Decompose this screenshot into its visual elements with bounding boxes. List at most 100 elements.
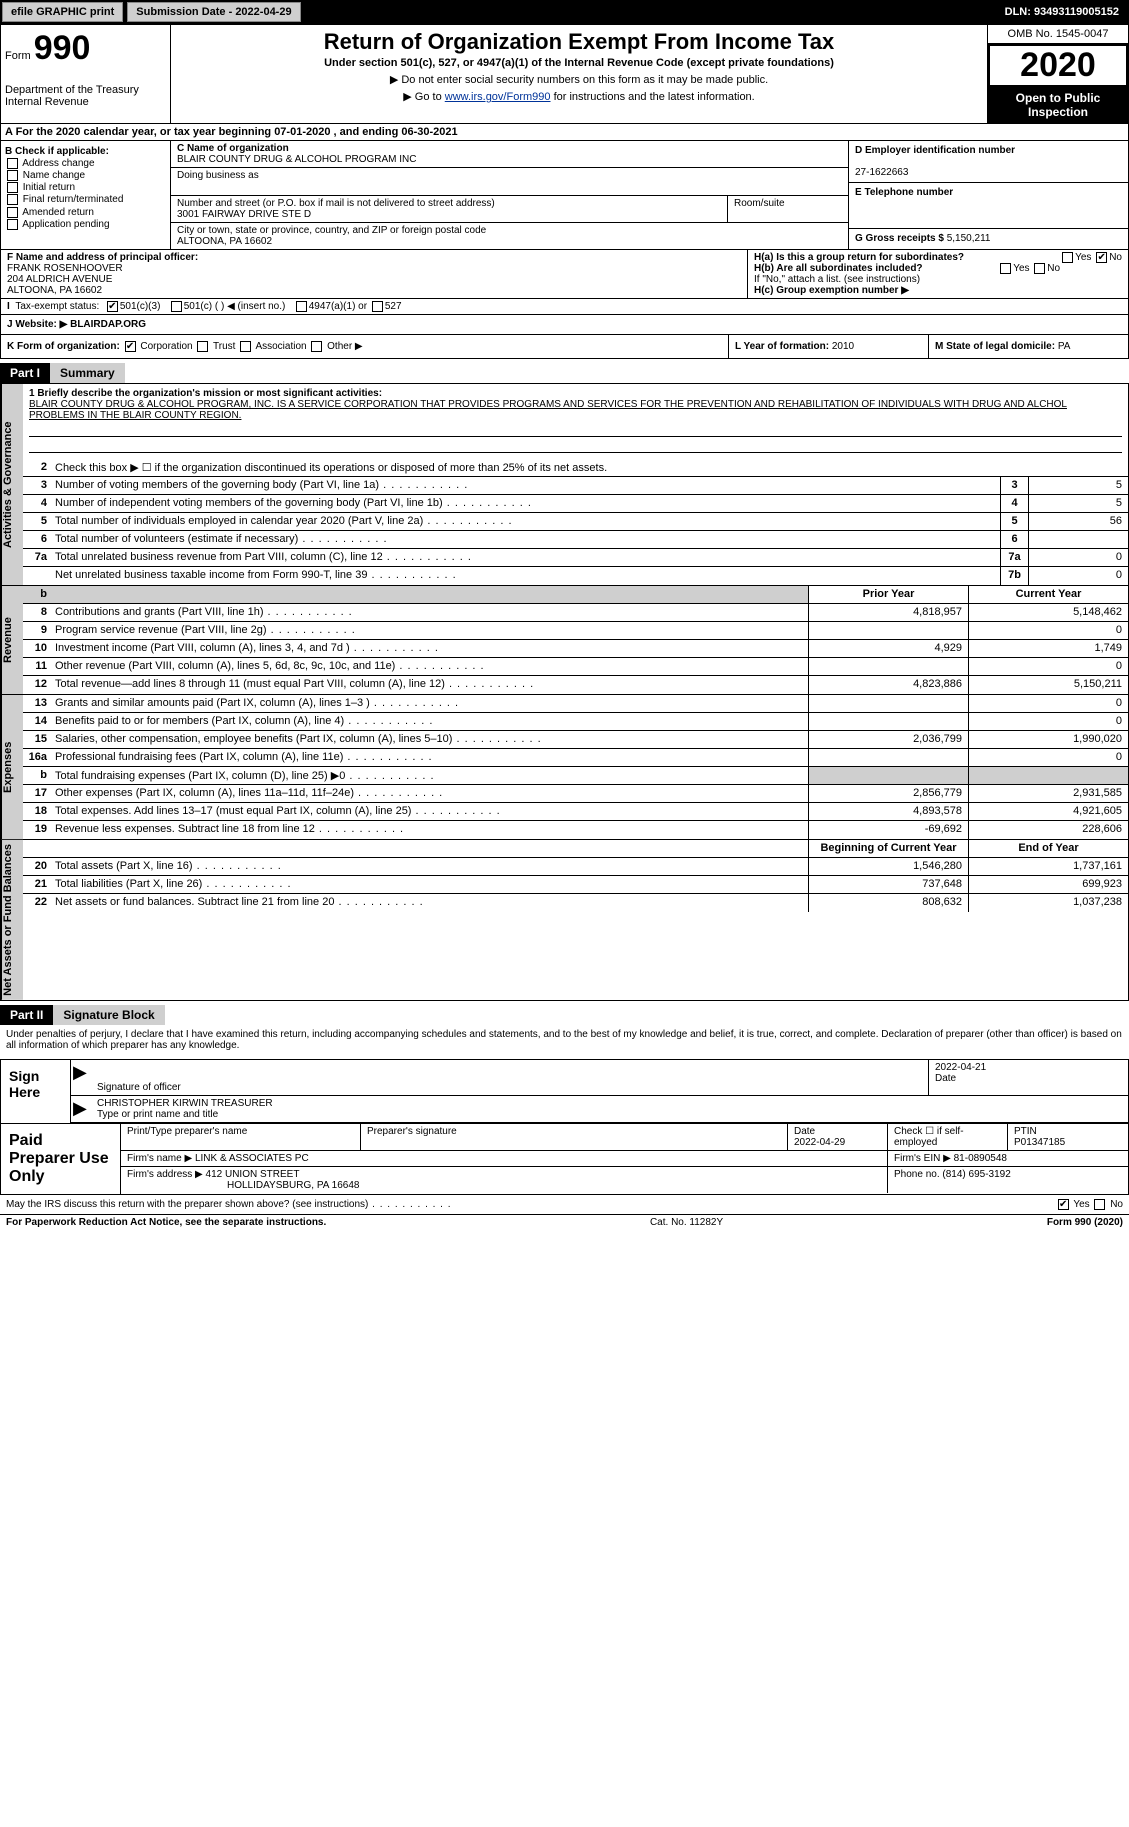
gross-label: G Gross receipts $ xyxy=(855,233,944,244)
cat-no: Cat. No. 11282Y xyxy=(650,1217,723,1228)
firm-ein-cell: Firm's EIN ▶ 81-0890548 xyxy=(888,1151,1128,1166)
sign-here-label: Sign Here xyxy=(1,1060,71,1123)
prep-sig-label: Preparer's signature xyxy=(361,1124,788,1150)
discuss-no[interactable] xyxy=(1094,1199,1105,1210)
l-box: L Year of formation: 2010 xyxy=(728,335,928,358)
header-left: Form 990 Department of the Treasury Inte… xyxy=(1,25,171,123)
m-val: PA xyxy=(1058,341,1071,352)
c-label: C Name of organization xyxy=(177,143,289,154)
hc-label: H(c) Group exemption number ▶ xyxy=(754,285,909,296)
ha-no[interactable] xyxy=(1096,252,1107,263)
mission-box: 1 Briefly describe the organization's mi… xyxy=(23,384,1128,459)
name-box: C Name of organization BLAIR COUNTY DRUG… xyxy=(171,141,848,168)
gov-line-5: 7aTotal unrelated business revenue from … xyxy=(23,549,1128,567)
cb-501c3[interactable] xyxy=(107,301,118,312)
cb-4947[interactable] xyxy=(296,301,307,312)
discuss-row: May the IRS discuss this return with the… xyxy=(0,1195,1129,1214)
officer-name: FRANK ROSENHOOVER xyxy=(7,263,123,274)
cb-other[interactable] xyxy=(311,341,322,352)
net-lines-1: 21Total liabilities (Part X, line 26)737… xyxy=(23,876,1128,894)
cb-501c[interactable] xyxy=(171,301,182,312)
ha-label: H(a) Is this a group return for subordin… xyxy=(754,252,964,263)
dept-treasury: Department of the Treasury xyxy=(5,84,166,96)
rev-lines-0: 8Contributions and grants (Part VIII, li… xyxy=(23,604,1128,622)
m-label: M State of legal domicile: xyxy=(935,341,1055,352)
cb-final[interactable]: Final return/terminated xyxy=(5,194,166,205)
rev-lines-4: 12Total revenue—add lines 8 through 11 (… xyxy=(23,676,1128,694)
instr-ssn: ▶ Do not enter social security numbers o… xyxy=(175,73,983,86)
net-block: Net Assets or Fund Balances Beginning of… xyxy=(0,840,1129,1001)
form-footer: Form 990 (2020) xyxy=(1047,1217,1123,1228)
cb-initial[interactable]: Initial return xyxy=(5,182,166,193)
cb-assoc[interactable] xyxy=(240,341,251,352)
sig-declaration: Under penalties of perjury, I declare th… xyxy=(0,1025,1129,1055)
open-public: Open to Public Inspection xyxy=(988,87,1128,123)
h-box: H(a) Is this a group return for subordin… xyxy=(748,250,1128,298)
discuss-yes[interactable] xyxy=(1058,1199,1069,1210)
net-lines-0: 20Total assets (Part X, line 16)1,546,28… xyxy=(23,858,1128,876)
efile-button[interactable]: efile GRAPHIC print xyxy=(2,2,123,22)
cb-corp[interactable] xyxy=(125,341,136,352)
status-label: Tax-exempt status: xyxy=(15,301,99,312)
rev-lines-2: 10Investment income (Part VIII, column (… xyxy=(23,640,1128,658)
k-left: K Form of organization: Corporation Trus… xyxy=(1,335,728,358)
m-box: M State of legal domicile: PA xyxy=(928,335,1128,358)
cb-trust[interactable] xyxy=(197,341,208,352)
cb-addr-change[interactable]: Address change xyxy=(5,158,166,169)
prep-row-2: Firm's name ▶ LINK & ASSOCIATES PC Firm'… xyxy=(121,1151,1128,1167)
ha-yes[interactable] xyxy=(1062,252,1073,263)
net-body: Beginning of Current Year End of Year 20… xyxy=(23,840,1128,1000)
submission-date: Submission Date - 2022-04-29 xyxy=(127,2,300,22)
addr-label: Number and street (or P.O. box if mail i… xyxy=(177,198,495,209)
preparer-label: Paid Preparer Use Only xyxy=(1,1124,121,1194)
cb-name-change[interactable]: Name change xyxy=(5,170,166,181)
prep-row-3: Firm's address ▶ 412 UNION STREETHOLLIDA… xyxy=(121,1167,1128,1193)
blank-line-1 xyxy=(29,423,1122,437)
beg-year-hdr: Beginning of Current Year xyxy=(808,840,968,857)
irs-link[interactable]: www.irs.gov/Form990 xyxy=(445,91,551,103)
hb-no[interactable] xyxy=(1034,263,1045,274)
l-label: L Year of formation: xyxy=(735,341,829,352)
form-subtitle: Under section 501(c), 527, or 4947(a)(1)… xyxy=(175,57,983,69)
firm-phone-cell: Phone no. (814) 695-3192 xyxy=(888,1167,1128,1193)
cb-pending[interactable]: Application pending xyxy=(5,219,166,230)
addr-val: 3001 FAIRWAY DRIVE STE D xyxy=(177,209,311,220)
gross-val: 5,150,211 xyxy=(947,233,991,244)
col-right: D Employer identification number 27-1622… xyxy=(848,141,1128,249)
prep-self-cell: Check ☐ if self-employed xyxy=(888,1124,1008,1150)
top-bar: efile GRAPHIC print Submission Date - 20… xyxy=(0,0,1129,24)
sig-name-row: ▶ CHRISTOPHER KIRWIN TREASURERType or pr… xyxy=(71,1096,1128,1123)
cb-amended[interactable]: Amended return xyxy=(5,207,166,218)
cb-527[interactable] xyxy=(372,301,383,312)
gov-body: 1 Briefly describe the organization's mi… xyxy=(23,384,1128,585)
sig-arrow-1: ▶ xyxy=(71,1060,91,1095)
gov-line-1: 3Number of voting members of the governi… xyxy=(23,477,1128,495)
exp-lines-7: 19Revenue less expenses. Subtract line 1… xyxy=(23,821,1128,839)
dba-box: Doing business as xyxy=(171,168,848,196)
k-row: K Form of organization: Corporation Trus… xyxy=(0,335,1129,359)
end-year-hdr: End of Year xyxy=(968,840,1128,857)
firm-name-cell: Firm's name ▶ LINK & ASSOCIATES PC xyxy=(121,1151,888,1166)
col-cde: C Name of organization BLAIR COUNTY DRUG… xyxy=(171,141,848,249)
rev-lines-3: 11Other revenue (Part VIII, column (A), … xyxy=(23,658,1128,676)
part2-label: Part II xyxy=(0,1005,53,1025)
hb-yes[interactable] xyxy=(1000,263,1011,274)
ein-box: D Employer identification number 27-1622… xyxy=(849,141,1128,183)
exp-body: 13Grants and similar amounts paid (Part … xyxy=(23,695,1128,839)
part1-title: Summary xyxy=(50,363,125,383)
exp-lines-0: 13Grants and similar amounts paid (Part … xyxy=(23,695,1128,713)
hb-label: H(b) Are all subordinates included? xyxy=(754,263,923,274)
room-box: Room/suite xyxy=(728,196,848,222)
prep-name-label: Print/Type preparer's name xyxy=(121,1124,361,1150)
officer-addr1: 204 ALDRICH AVENUE xyxy=(7,274,112,285)
dln-label: DLN: 93493119005152 xyxy=(1005,6,1127,18)
preparer-block: Paid Preparer Use Only Print/Type prepar… xyxy=(0,1124,1129,1195)
prep-ptin-cell: PTINP01347185 xyxy=(1008,1124,1128,1150)
sig-officer-cell: Signature of officer xyxy=(91,1060,928,1095)
gov-line-2: 4Number of independent voting members of… xyxy=(23,495,1128,513)
hb-note: If "No," attach a list. (see instruction… xyxy=(754,274,1122,285)
omb-number: OMB No. 1545-0047 xyxy=(988,25,1128,44)
prep-date-cell: Date2022-04-29 xyxy=(788,1124,888,1150)
exp-lines-1: 14Benefits paid to or for members (Part … xyxy=(23,713,1128,731)
governance-block: Activities & Governance 1 Briefly descri… xyxy=(0,383,1129,586)
